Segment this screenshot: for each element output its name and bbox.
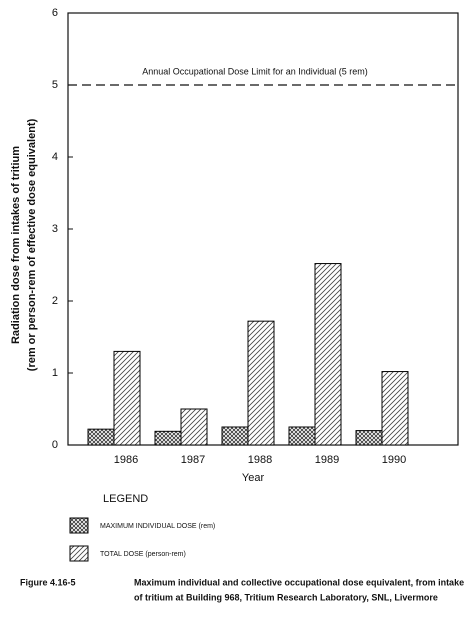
legend-swatch [69, 517, 89, 534]
bar [113, 350, 141, 446]
x-tick-label: 1990 [382, 454, 406, 466]
y-tick-label: 2 [52, 295, 58, 307]
bar [247, 320, 275, 446]
y-tick-label: 0 [52, 439, 58, 451]
bar [221, 426, 249, 446]
x-tick-label: 1989 [315, 454, 339, 466]
x-tick-label: 1988 [248, 454, 272, 466]
caption-line: Maximum individual and collective occupa… [134, 577, 464, 587]
x-tick-label: 1986 [114, 454, 138, 466]
bar [355, 430, 383, 446]
legend-label: MAXIMUM INDIVIDUAL DOSE (rem) [100, 523, 215, 530]
bar [314, 263, 342, 446]
y-tick-label: 6 [52, 7, 58, 19]
bar [87, 428, 115, 446]
y-axis-title: Radiation dose from intakes of tritium [10, 146, 22, 344]
caption-number: Figure 4.16-5 [20, 577, 76, 587]
reference-label: Annual Occupational Dose Limit for an In… [142, 66, 368, 76]
caption-line: of tritium at Building 968, Tritium Rese… [134, 592, 438, 602]
legend-title: LEGEND [103, 493, 148, 505]
bar [381, 371, 409, 446]
y-tick-label: 4 [52, 151, 58, 163]
y-axis-title: (rem or person-rem of effective dose equ… [26, 118, 38, 371]
y-tick-label: 5 [52, 79, 58, 91]
legend-label: TOTAL DOSE (person-rem) [100, 551, 186, 558]
y-tick-label: 1 [52, 367, 58, 379]
y-tick-label: 3 [52, 223, 58, 235]
legend-swatch [69, 545, 89, 562]
x-tick-label: 1987 [181, 454, 205, 466]
bar [288, 426, 316, 446]
bar [154, 430, 182, 446]
x-axis-title: Year [242, 472, 265, 484]
bar [180, 408, 208, 446]
